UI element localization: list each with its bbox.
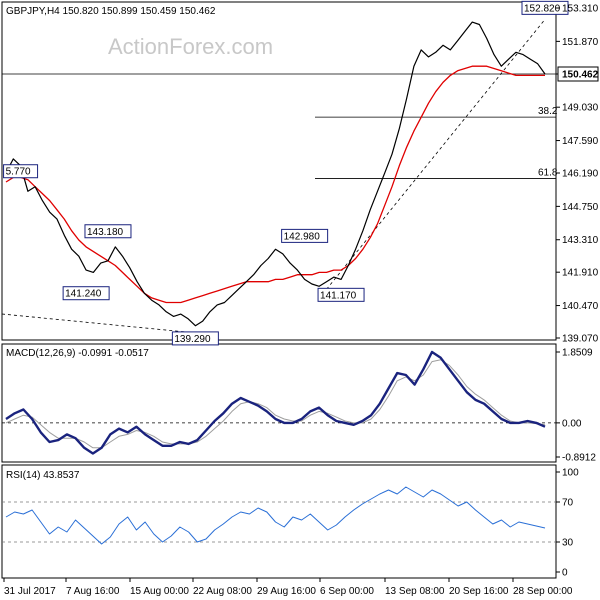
y-tick-label: 143.310 — [562, 235, 599, 246]
price-annotation-box — [84, 224, 132, 239]
price-panel-frame — [1, 1, 557, 341]
price-plot: 38.2 61.8 5.770 143.180 141.240 139.290 142.98… — [1, 0, 569, 346]
x-tick-label: 28 Sep 00:00 — [513, 586, 573, 597]
signal-line — [5, 359, 546, 449]
rsi-line — [5, 486, 546, 545]
y-tick-label: 30 — [562, 538, 574, 549]
y-tick-label: 141.910 — [562, 268, 599, 279]
y-tick-label: 146.190 — [562, 169, 599, 180]
y-tick-label: 0.00 — [562, 418, 582, 429]
price-annotation: 142.980 — [284, 231, 321, 242]
y-tick-label: 147.590 — [562, 136, 599, 147]
price-annotation: 143.180 — [87, 227, 124, 238]
x-tick-label: 29 Aug 16:00 — [257, 586, 316, 597]
fib-level-label: 38.2 — [538, 106, 558, 117]
x-tick-label: 7 Aug 16:00 — [66, 586, 120, 597]
y-tick-label: 70 — [562, 498, 574, 509]
fib-level-label: 61.8 — [538, 168, 558, 179]
price-line — [5, 21, 546, 327]
x-tick-label: 20 Sep 16:00 — [449, 586, 509, 597]
price-annotation: 152.820 — [524, 3, 561, 14]
y-tick-label: 149.030 — [562, 103, 599, 114]
price-annotation: 141.170 — [320, 290, 357, 301]
axes: 153.310 151.870 150.462 149.030 147.590 146.1… — [3, 4, 599, 597]
price-annotation-box — [3, 164, 39, 179]
y-tick-label: 139.070 — [562, 334, 599, 345]
price-annotation: 139.290 — [174, 334, 211, 345]
price-annotation-box — [62, 286, 110, 301]
moving-average-line — [5, 65, 545, 304]
price-annotation: 141.240 — [65, 289, 102, 300]
y-tick-label: 1.8509 — [562, 348, 593, 359]
price-annotation: 5.770 — [6, 167, 31, 178]
macd-panel-frame — [1, 343, 557, 463]
y-tick-label: 151.870 — [562, 37, 599, 48]
macd-plot — [2, 350, 556, 455]
x-tick-label: 13 Sep 08:00 — [385, 586, 445, 597]
y-tick-label: 140.470 — [562, 301, 599, 312]
last-price-box — [557, 66, 599, 82]
y-tick-label: 100 — [562, 468, 579, 479]
y-tick-label: 0 — [562, 568, 568, 579]
price-panel-header: GBPJPY,H4 150.820 150.899 150.459 150.46… — [6, 6, 216, 17]
dashed-trend-line — [326, 19, 546, 290]
y-tick-label: 153.310 — [562, 4, 599, 15]
rsi-plot — [2, 486, 556, 545]
x-tick-label: 6 Sep 00:00 — [320, 586, 374, 597]
x-tick-label: 31 Jul 2017 — [4, 586, 56, 597]
dashed-trend-line — [1, 313, 196, 334]
x-tick-label: 22 Aug 08:00 — [193, 586, 252, 597]
price-annotation-box — [171, 331, 219, 346]
rsi-panel-header: RSI(14) 43.8537 — [6, 470, 80, 481]
price-annotation-box — [521, 0, 569, 15]
last-price-label: 150.462 — [562, 70, 599, 81]
y-tick-label: 144.750 — [562, 202, 599, 213]
macd-line — [5, 350, 546, 455]
x-tick-label: 15 Aug 00:00 — [130, 586, 189, 597]
price-annotation-box — [317, 287, 365, 302]
y-tick-label: -0.8912 — [562, 453, 596, 464]
rsi-panel-frame — [1, 464, 557, 579]
macd-panel-header: MACD(12,26,9) -0.0991 -0.0517 — [6, 348, 149, 359]
watermark: ActionForex.com — [108, 34, 273, 59]
price-annotation-box — [281, 228, 329, 243]
